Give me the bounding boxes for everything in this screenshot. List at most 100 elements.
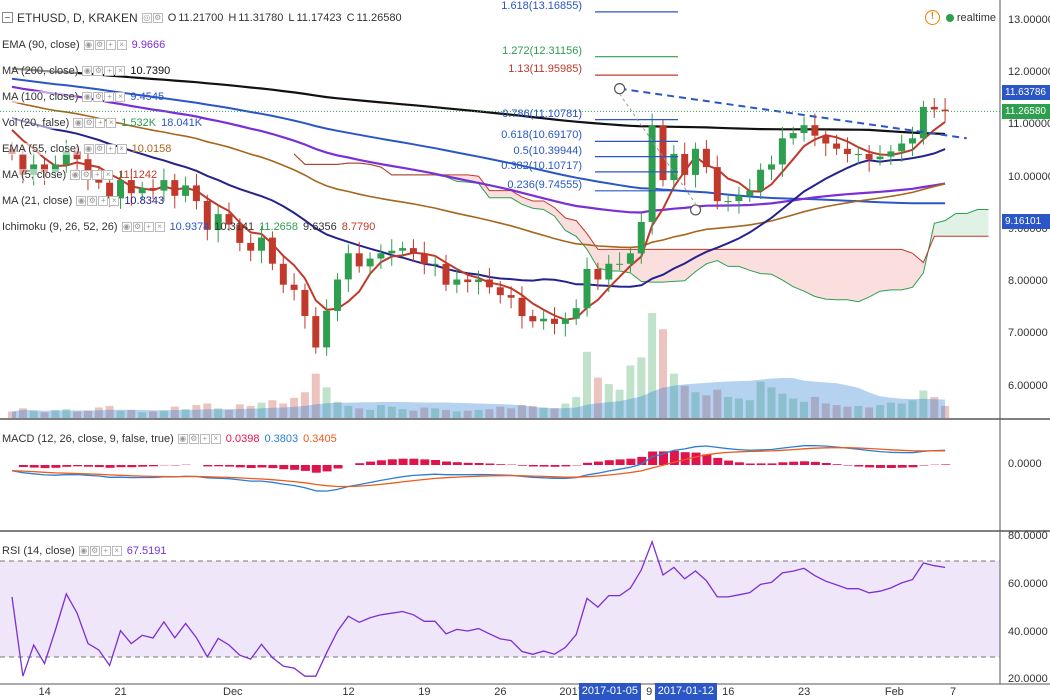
close-icon[interactable]: × bbox=[116, 143, 127, 154]
indicator-buttons[interactable]: ◉ ⚙ + × bbox=[73, 117, 117, 128]
macd-buttons[interactable]: ◉ ⚙ + × bbox=[177, 433, 221, 444]
eye-icon[interactable]: ◉ bbox=[177, 433, 188, 444]
exclamation-circle-icon[interactable]: ! bbox=[924, 10, 940, 25]
indicator-buttons[interactable]: ◉ ⚙ + × bbox=[76, 195, 120, 206]
candle bbox=[746, 179, 754, 203]
candle bbox=[898, 134, 906, 162]
close-icon[interactable]: × bbox=[154, 221, 165, 232]
indicator-legend-row[interactable]: Ichimoku (9, 26, 52, 26) ◉ ⚙ + × 10.9374 10.31… bbox=[2, 219, 380, 234]
gear-icon[interactable]: ⚙ bbox=[132, 221, 143, 232]
indicator-buttons[interactable]: ◉ ⚙ + × bbox=[82, 65, 126, 76]
candle-body bbox=[746, 190, 754, 196]
plus-icon[interactable]: + bbox=[105, 39, 116, 50]
indicator-legend-row[interactable]: EMA (55, close) ◉ ⚙ + × 10.0158 bbox=[2, 141, 176, 156]
eye-icon[interactable]: ◉ bbox=[83, 143, 94, 154]
candle bbox=[919, 100, 927, 145]
indicator-buttons[interactable]: ◉ ⚙ + × bbox=[83, 39, 127, 50]
gear-icon[interactable]: ⚙ bbox=[87, 195, 98, 206]
candle-body bbox=[919, 106, 927, 139]
macd-histogram-bar bbox=[431, 460, 441, 465]
eye-icon[interactable]: ◉ bbox=[76, 195, 87, 206]
settings-icon[interactable]: ◎ bbox=[141, 12, 152, 23]
plus-icon[interactable]: + bbox=[92, 169, 103, 180]
volume-bar bbox=[51, 409, 60, 418]
ichimoku-cloud-segment bbox=[717, 249, 729, 267]
indicator-buttons[interactable]: ◉ ⚙ + × bbox=[82, 91, 126, 102]
candle-body bbox=[507, 295, 515, 298]
close-icon[interactable]: × bbox=[115, 65, 126, 76]
close-icon[interactable]: × bbox=[116, 39, 127, 50]
macd-hist-value: 0.0398 bbox=[225, 432, 260, 445]
candle-body bbox=[887, 151, 895, 157]
macd-histogram-bar bbox=[235, 465, 245, 468]
candle bbox=[811, 113, 819, 147]
indicator-value: 10.9374 bbox=[169, 220, 210, 233]
ohlc-low-label: L bbox=[288, 11, 295, 24]
eye-icon[interactable]: ◉ bbox=[121, 221, 132, 232]
plus-icon[interactable]: + bbox=[104, 65, 115, 76]
volume-bar bbox=[463, 410, 472, 418]
close-icon[interactable]: × bbox=[115, 91, 126, 102]
candle-body bbox=[377, 253, 385, 259]
plus-icon[interactable]: + bbox=[98, 195, 109, 206]
macd-histogram-bar bbox=[615, 459, 625, 465]
plus-icon[interactable]: + bbox=[105, 143, 116, 154]
indicator-legend-row[interactable]: MA (100, close) ◉ ⚙ + × 9.4545 bbox=[2, 89, 169, 104]
eye-icon[interactable]: ◉ bbox=[82, 65, 93, 76]
macd-histogram-bar bbox=[149, 465, 158, 467]
candle bbox=[540, 309, 548, 330]
gear-icon[interactable]: ⚙ bbox=[89, 545, 100, 556]
gear-icon[interactable]: ⚙ bbox=[94, 143, 105, 154]
gear-icon[interactable]: ⚙ bbox=[188, 433, 199, 444]
ichimoku-cloud-segment bbox=[934, 220, 946, 237]
candle-body bbox=[941, 109, 949, 112]
indicator-buttons[interactable]: ◉ ⚙ + × bbox=[70, 169, 114, 180]
volume-bar bbox=[485, 409, 494, 418]
plus-icon[interactable]: + bbox=[143, 221, 154, 232]
candle-body bbox=[366, 258, 374, 267]
indicator-legend-row[interactable]: Vol (20, false) ◉ ⚙ + × 1.532K 18.041K bbox=[2, 115, 207, 130]
close-icon[interactable]: × bbox=[106, 117, 117, 128]
eye-icon[interactable]: ◉ bbox=[78, 545, 89, 556]
time-axis-label: Feb bbox=[884, 686, 904, 698]
symbol-title: ETHUSD, D, KRAKEN bbox=[17, 10, 138, 25]
candle bbox=[388, 239, 396, 266]
gear-icon[interactable]: ⚙ bbox=[93, 91, 104, 102]
close-icon[interactable]: × bbox=[210, 433, 221, 444]
indicator-buttons[interactable]: ◉ ⚙ + × bbox=[83, 143, 127, 154]
plus-icon[interactable]: + bbox=[104, 91, 115, 102]
macd-histogram-bar bbox=[637, 456, 647, 465]
rsi-buttons[interactable]: ◉ ⚙ + × bbox=[78, 545, 122, 556]
eye-icon[interactable]: ◉ bbox=[73, 117, 84, 128]
gear-icon[interactable]: ⚙ bbox=[81, 169, 92, 180]
indicator-legend-row[interactable]: EMA (90, close) ◉ ⚙ + × 9.9666 bbox=[2, 37, 170, 52]
fib-anchor bbox=[689, 204, 702, 216]
volume-bar bbox=[604, 384, 613, 418]
candle-body bbox=[561, 318, 569, 324]
indicator-legend-row[interactable]: MA (200, close) ◉ ⚙ + × 10.7390 bbox=[2, 63, 175, 78]
candle-body bbox=[616, 263, 624, 265]
plus-icon[interactable]: + bbox=[100, 545, 111, 556]
close-icon[interactable]: × bbox=[103, 169, 114, 180]
symbol-buttons[interactable]: ◎ ⚙ bbox=[141, 12, 163, 23]
indicator-buttons[interactable]: ◉ ⚙ + × bbox=[121, 221, 165, 232]
eye-icon[interactable]: ◉ bbox=[83, 39, 94, 50]
eye-icon[interactable]: ◉ bbox=[70, 169, 81, 180]
plus-icon[interactable]: + bbox=[199, 433, 210, 444]
gear-icon[interactable]: ⚙ bbox=[93, 65, 104, 76]
eye-icon[interactable]: ◉ bbox=[82, 91, 93, 102]
plus-icon[interactable]: + bbox=[95, 117, 106, 128]
indicator-legend-row[interactable]: MA (5, close) ◉ ⚙ + × 11.1242 bbox=[2, 167, 162, 182]
close-icon[interactable]: × bbox=[111, 545, 122, 556]
close-icon[interactable]: × bbox=[109, 195, 120, 206]
indicator-legend-row[interactable]: MA (21, close) ◉ ⚙ + × 10.8343 bbox=[2, 193, 169, 208]
candle bbox=[941, 98, 949, 122]
volume-bar bbox=[94, 407, 103, 418]
gear-icon[interactable]: ⚙ bbox=[84, 117, 95, 128]
gear-icon[interactable]: ⚙ bbox=[152, 12, 163, 23]
volume-bar bbox=[789, 398, 798, 418]
candle-body bbox=[583, 269, 591, 309]
gear-icon[interactable]: ⚙ bbox=[94, 39, 105, 50]
collapse-icon[interactable] bbox=[2, 12, 13, 23]
